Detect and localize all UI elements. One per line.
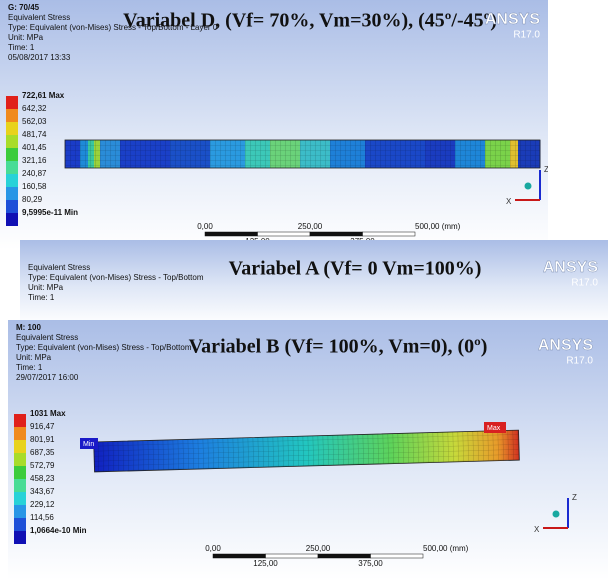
screenshot: G: 70/45Equivalent StressType: Equivalen… xyxy=(0,0,608,580)
header-line: 29/07/2017 16:00 xyxy=(16,373,79,382)
header-line: Equivalent Stress xyxy=(28,263,90,272)
legend-label: 458,23 xyxy=(30,474,55,483)
legend-swatch xyxy=(6,109,18,122)
legend-swatch xyxy=(6,213,18,226)
title: Variabel D, (Vf= 70%, Vm=30%), (45º/-45º… xyxy=(123,10,497,32)
legend-swatch xyxy=(14,453,26,466)
scale-label: 125,00 xyxy=(253,559,278,568)
legend-swatch xyxy=(14,479,26,492)
legend-swatch xyxy=(6,148,18,161)
header-line: Equivalent Stress xyxy=(16,333,78,342)
legend-label: 401,45 xyxy=(22,143,47,152)
legend-swatch xyxy=(14,518,26,531)
legend-swatch xyxy=(14,492,26,505)
legend-label: 321,16 xyxy=(22,156,47,165)
scale-bar-part xyxy=(310,232,363,236)
legend-swatch xyxy=(14,531,26,544)
legend-swatch xyxy=(6,122,18,135)
legend-label: 80,29 xyxy=(22,195,43,204)
scale-label: 500,00 (mm) xyxy=(415,222,461,231)
model-id: M: 100 xyxy=(16,323,41,332)
legend-swatch xyxy=(14,427,26,440)
header-line: Unit: MPa xyxy=(28,283,64,292)
brand: ANSYS xyxy=(485,11,540,28)
scale-bar-part xyxy=(266,554,319,558)
legend-label: 114,56 xyxy=(30,513,54,522)
legend-swatch xyxy=(14,505,26,518)
legend-label: 1031 Max xyxy=(30,409,66,418)
scale-bar-part xyxy=(318,554,371,558)
brand: ANSYS xyxy=(538,337,593,354)
scale-bar-part xyxy=(205,232,258,236)
min-probe: Min xyxy=(83,441,94,448)
scale-label: 0,00 xyxy=(197,222,213,231)
legend-swatch xyxy=(14,466,26,479)
version: R17.0 xyxy=(566,356,593,367)
panel-background xyxy=(20,240,608,325)
header-line: Time: 1 xyxy=(28,293,55,302)
scale-bar-part xyxy=(213,554,266,558)
beam-mesh xyxy=(65,140,540,168)
scale-label: 0,00 xyxy=(205,544,221,553)
max-probe: Max xyxy=(487,425,501,432)
legend-label: 240,87 xyxy=(22,169,47,178)
header-line: Time: 1 xyxy=(16,363,43,372)
legend-label: 722,61 Max xyxy=(22,91,65,100)
legend-label: 562,03 xyxy=(22,117,47,126)
legend-swatch xyxy=(14,440,26,453)
legend-label: 9,5995e-11 Min xyxy=(22,208,78,217)
panel-background xyxy=(0,0,548,250)
legend-label: 687,35 xyxy=(30,448,55,457)
axis-label: Z xyxy=(544,165,549,174)
axis-y xyxy=(553,511,560,518)
legend-swatch xyxy=(6,174,18,187)
legend-swatch xyxy=(14,414,26,427)
legend-label: 343,67 xyxy=(30,487,55,496)
legend-swatch xyxy=(6,200,18,213)
legend-label: 1,0664e-10 Min xyxy=(30,526,87,535)
axis-label: X xyxy=(506,197,512,206)
legend-swatch xyxy=(6,187,18,200)
legend-label: 801,91 xyxy=(30,435,55,444)
scale-bar-part xyxy=(371,554,424,558)
legend-label: 642,32 xyxy=(22,104,47,113)
legend-swatch xyxy=(6,135,18,148)
scale-label: 250,00 xyxy=(306,544,331,553)
scale-label: 250,00 xyxy=(298,222,323,231)
legend-swatch xyxy=(6,161,18,174)
header-line: Time: 1 xyxy=(8,43,35,52)
header-line: Equivalent Stress xyxy=(8,13,70,22)
axis-label: X xyxy=(534,525,540,534)
axis-y xyxy=(525,183,532,190)
page: {"panels": [ {"id": "G: 70/45", "header"… xyxy=(0,0,608,580)
legend-label: 229,12 xyxy=(30,500,55,509)
scale-label: 500,00 (mm) xyxy=(423,544,469,553)
legend-label: 160,58 xyxy=(22,182,47,191)
legend-label: 572,79 xyxy=(30,461,55,470)
version: R17.0 xyxy=(513,30,540,41)
title: Variabel B (Vf= 100%, Vm=0), (0º) xyxy=(189,336,488,358)
legend-swatch xyxy=(6,96,18,109)
scale-bar-part xyxy=(258,232,311,236)
scale-label: 375,00 xyxy=(358,559,383,568)
model-id: G: 70/45 xyxy=(8,3,40,12)
header-line: Unit: MPa xyxy=(16,353,52,362)
brand: ANSYS xyxy=(543,259,598,276)
title: Variabel A (Vf= 0 Vm=100%) xyxy=(229,258,482,280)
header-line: Type: Equivalent (von-Mises) Stress - To… xyxy=(16,343,192,352)
header-line: 05/08/2017 13:33 xyxy=(8,53,71,62)
header-line: Type: Equivalent (von-Mises) Stress - To… xyxy=(28,273,204,282)
header-line: Unit: MPa xyxy=(8,33,44,42)
legend-label: 916,47 xyxy=(30,422,55,431)
version: R17.0 xyxy=(571,278,598,289)
scale-bar-part xyxy=(363,232,416,236)
legend-label: 481,74 xyxy=(22,130,47,139)
axis-label: Z xyxy=(572,493,577,502)
